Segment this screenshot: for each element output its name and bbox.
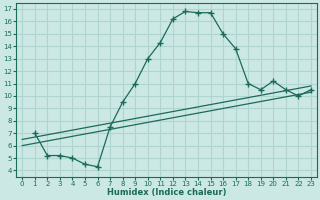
X-axis label: Humidex (Indice chaleur): Humidex (Indice chaleur): [107, 188, 226, 197]
